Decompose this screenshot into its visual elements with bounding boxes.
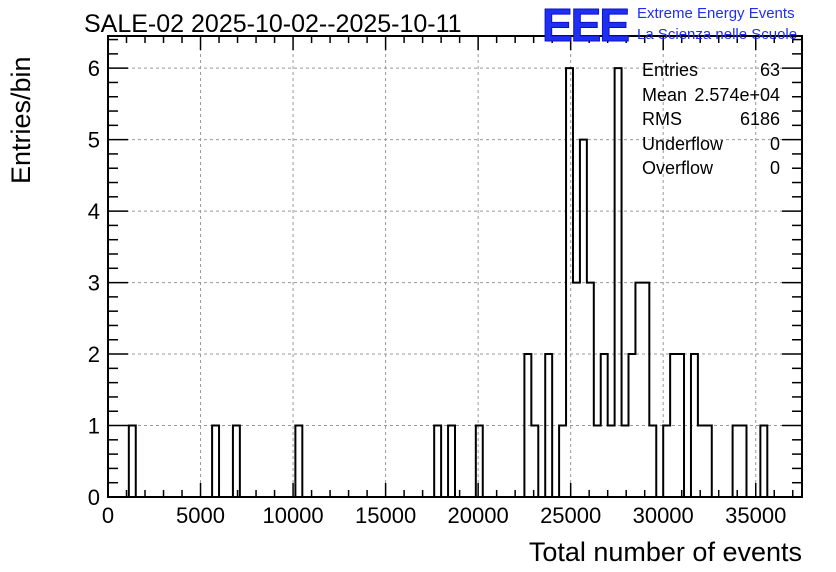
y-tick-label: 3 bbox=[88, 271, 100, 296]
stat-value: 63 bbox=[759, 60, 780, 80]
axis-ticks bbox=[107, 36, 802, 498]
stat-value: 2.574e+04 bbox=[694, 84, 780, 105]
stat-value: 0 bbox=[769, 133, 780, 154]
chart-title: SALE-02 2025-10-02--2025-10-11 bbox=[84, 10, 462, 38]
grid-lines bbox=[108, 36, 802, 497]
logo-line-2: La Scienza nelle Scuole bbox=[637, 26, 798, 43]
stat-row-mean: Mean 2.574e+04 bbox=[642, 85, 780, 110]
stats-box: Entries 63 Mean 2.574e+04 RMS 6186 Under… bbox=[642, 60, 780, 183]
y-tick-label: 5 bbox=[88, 128, 100, 153]
stat-row-rms: RMS 6186 bbox=[642, 109, 780, 134]
stat-label: Underflow bbox=[642, 133, 724, 154]
y-axis-label: Entries/bin bbox=[6, 56, 36, 184]
stat-value: 6186 bbox=[739, 109, 780, 130]
plot-frame bbox=[107, 35, 803, 498]
stat-label: Overflow bbox=[642, 158, 714, 179]
stat-row-underflow: Underflow 0 bbox=[642, 134, 780, 159]
x-tick-label: 15000 bbox=[355, 503, 416, 528]
eee-logo: EEE Extreme Energy Events La Scienza nel… bbox=[540, 0, 836, 52]
eee-logo-mark: EEE bbox=[541, 0, 630, 52]
x-tick-label: 5000 bbox=[176, 503, 225, 528]
y-tick-label: 4 bbox=[88, 199, 100, 224]
y-tick-label: 0 bbox=[88, 485, 100, 510]
stat-row-entries: Entries 63 bbox=[642, 60, 780, 85]
x-axis-label: Total number of events bbox=[528, 537, 802, 567]
y-tick-label: 6 bbox=[88, 56, 100, 81]
x-tick-label: 35000 bbox=[725, 503, 786, 528]
stat-label: RMS bbox=[642, 109, 682, 130]
stat-value: 0 bbox=[769, 158, 780, 179]
y-tick-label: 1 bbox=[88, 414, 100, 439]
x-tick-label: 30000 bbox=[633, 503, 694, 528]
logo-line-1: Extreme Energy Events bbox=[637, 5, 795, 22]
x-tick-label: 0 bbox=[102, 503, 114, 528]
x-tick-label: 25000 bbox=[540, 503, 601, 528]
y-tick-label: 2 bbox=[88, 342, 100, 367]
stat-label: Mean bbox=[642, 84, 688, 105]
histogram-outline bbox=[127, 67, 769, 498]
stat-row-overflow: Overflow 0 bbox=[642, 158, 780, 183]
stat-label: Entries bbox=[642, 60, 699, 80]
tick-labels: 0 5000 10000 15000 20000 25000 30000 35000 0 1 2 3 4… bbox=[88, 56, 787, 528]
x-tick-label: 20000 bbox=[448, 503, 509, 528]
x-tick-label: 10000 bbox=[262, 503, 323, 528]
